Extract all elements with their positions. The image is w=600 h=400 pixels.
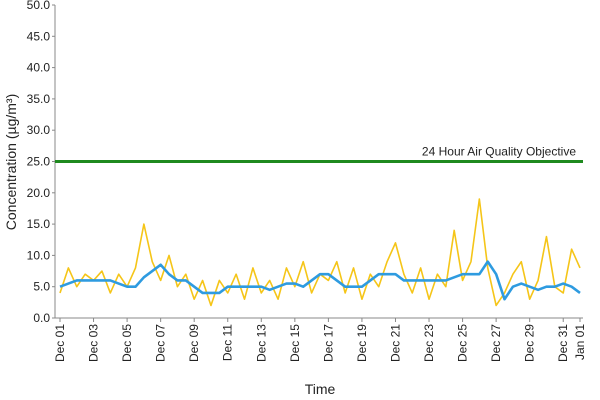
y-tick-label: 10.0 <box>27 248 51 262</box>
y-tick-label: 15.0 <box>27 217 51 231</box>
x-tick-label: Dec 17 <box>321 324 335 362</box>
x-tick-label: Dec 07 <box>154 324 168 362</box>
x-tick-label: Dec 21 <box>388 324 402 362</box>
x-tick-label: Dec 31 <box>556 324 570 362</box>
y-tick-label: 40.0 <box>27 61 51 75</box>
series-line <box>59 260 581 301</box>
y-tick-label: 30.0 <box>27 123 51 137</box>
x-tick-label: Dec 05 <box>120 324 134 362</box>
y-tick-label: 45.0 <box>27 29 51 43</box>
x-tick-label: Dec 27 <box>489 324 503 362</box>
objective-label: 24 Hour Air Quality Objective <box>422 145 576 159</box>
x-tick-label: Dec 01 <box>53 324 67 362</box>
x-tick-label: Dec 23 <box>422 324 436 362</box>
x-tick-label: Dec 03 <box>87 324 101 362</box>
y-tick-label: 35.0 <box>27 92 51 106</box>
y-tick-label: 5.0 <box>33 280 50 294</box>
x-tick-label: Dec 09 <box>187 324 201 362</box>
x-tick-label: Dec 15 <box>288 324 302 362</box>
y-tick-label: 20.0 <box>27 186 51 200</box>
y-tick-label: 25.0 <box>27 155 51 169</box>
y-tick-label: 50.0 <box>27 0 51 12</box>
y-axis-label: Concentration (µg/m³) <box>3 94 19 230</box>
x-tick-label: Dec 19 <box>355 324 369 362</box>
x-tick-label: Dec 13 <box>254 324 268 362</box>
x-tick-label: Jan 01 <box>573 324 587 360</box>
x-tick-label: Dec 25 <box>456 324 470 362</box>
y-tick-label: 0.0 <box>33 311 50 325</box>
x-tick-label: Dec 11 <box>221 324 235 361</box>
x-tick-label: Dec 29 <box>523 324 537 362</box>
x-axis-label: Time <box>305 381 336 397</box>
